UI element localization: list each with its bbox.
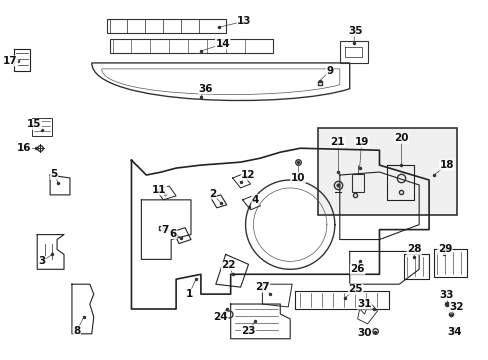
Text: 5: 5 [50,169,58,179]
Text: 30: 30 [357,328,371,338]
Text: 31: 31 [357,299,371,309]
Text: 25: 25 [348,284,362,294]
Text: 10: 10 [290,173,305,183]
Text: 36: 36 [198,84,213,94]
Text: 3: 3 [39,256,46,266]
Text: 6: 6 [169,229,176,239]
Text: 14: 14 [215,39,229,49]
Bar [351,174,363,192]
Text: 34: 34 [447,327,461,337]
Text: 17: 17 [3,56,18,66]
Text: 13: 13 [237,16,251,26]
Text: 19: 19 [354,137,368,147]
Text: 2: 2 [209,189,216,199]
Text: 21: 21 [330,137,345,147]
Text: 20: 20 [393,133,407,143]
Text: 18: 18 [439,160,453,170]
Text: 8: 8 [73,326,81,336]
Bar [32,118,52,136]
Text: 32: 32 [448,302,463,312]
Text: 23: 23 [241,326,255,336]
Text: 16: 16 [17,143,32,153]
Text: 29: 29 [437,244,451,255]
Text: 7: 7 [161,225,168,235]
Text: 15: 15 [27,120,41,130]
Text: 33: 33 [439,290,453,300]
Text: 24: 24 [213,312,227,322]
Text: 28: 28 [406,244,421,255]
Bar [317,129,456,215]
Text: 22: 22 [221,260,235,270]
Bar [106,19,225,33]
Text: 11: 11 [152,185,166,195]
Text: 4: 4 [251,195,259,205]
Text: 26: 26 [350,264,364,274]
Text: 9: 9 [325,66,333,76]
Bar [339,41,367,63]
Bar [109,39,273,53]
Text: 12: 12 [241,170,255,180]
Text: 35: 35 [348,26,362,36]
Text: 27: 27 [255,282,269,292]
Text: 1: 1 [185,289,192,299]
